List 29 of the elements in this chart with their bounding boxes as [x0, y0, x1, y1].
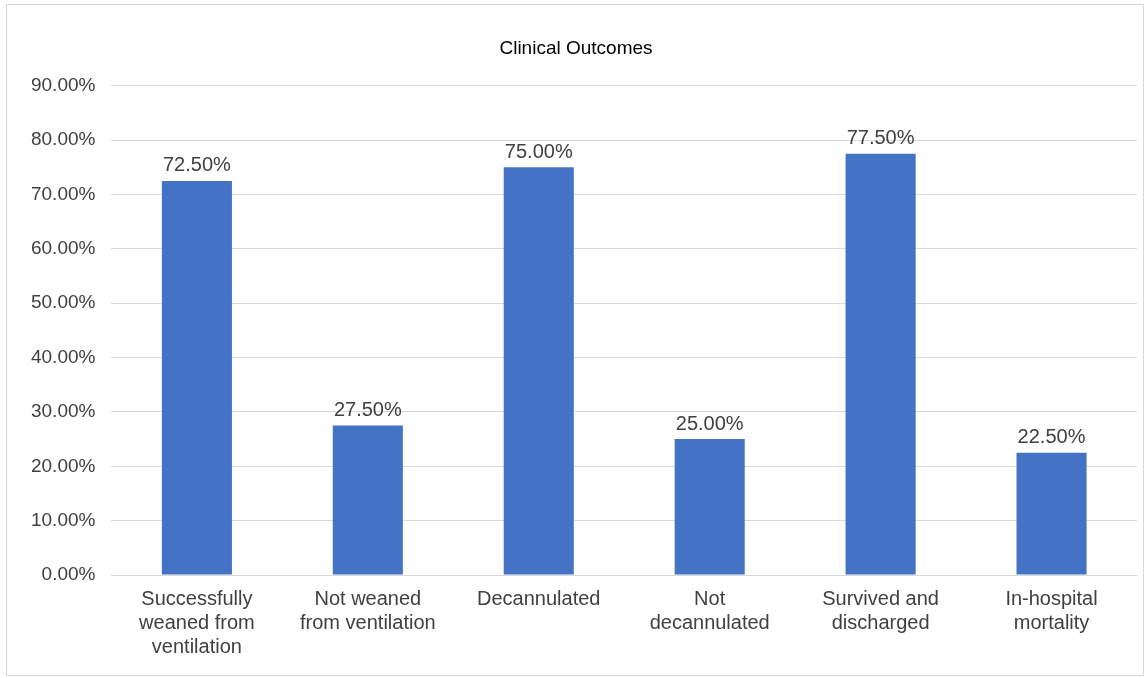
bar [503, 167, 574, 575]
y-tick-label: 30.00% [30, 400, 96, 422]
x-tick-label: Decannulated [477, 586, 601, 609]
data-label: 75.00% [504, 139, 573, 162]
bar [674, 439, 745, 575]
x-tick-label: Not decannulated [649, 586, 770, 633]
x-tick-label: Survived and discharged [822, 586, 939, 633]
x-tick-label: Not weaned from ventilation [300, 586, 436, 633]
data-label: 27.50% [333, 398, 402, 421]
y-tick-label: 40.00% [30, 345, 96, 367]
y-tick-label: 70.00% [30, 182, 96, 204]
bar [332, 425, 403, 575]
y-tick-label: 60.00% [30, 237, 96, 259]
data-label: 25.00% [675, 411, 744, 434]
data-label: 72.50% [162, 153, 232, 176]
x-tick-label: In-hospital mortality [1005, 586, 1098, 633]
x-tick-label: Successfully weaned from ventilation [138, 586, 255, 657]
data-label: 77.50% [846, 126, 915, 149]
y-tick-label: 80.00% [30, 128, 96, 150]
bar [1016, 452, 1087, 575]
y-tick-label: 0.00% [41, 563, 96, 585]
y-tick-label: 90.00% [30, 74, 96, 96]
bar [845, 153, 916, 575]
y-tick-label: 50.00% [30, 291, 96, 313]
y-tick-label: 10.00% [30, 508, 96, 530]
data-label: 22.50% [1017, 425, 1086, 448]
chart-title: Clinical Outcomes [499, 36, 653, 58]
y-tick-label: 20.00% [30, 454, 96, 476]
bar [161, 180, 232, 575]
